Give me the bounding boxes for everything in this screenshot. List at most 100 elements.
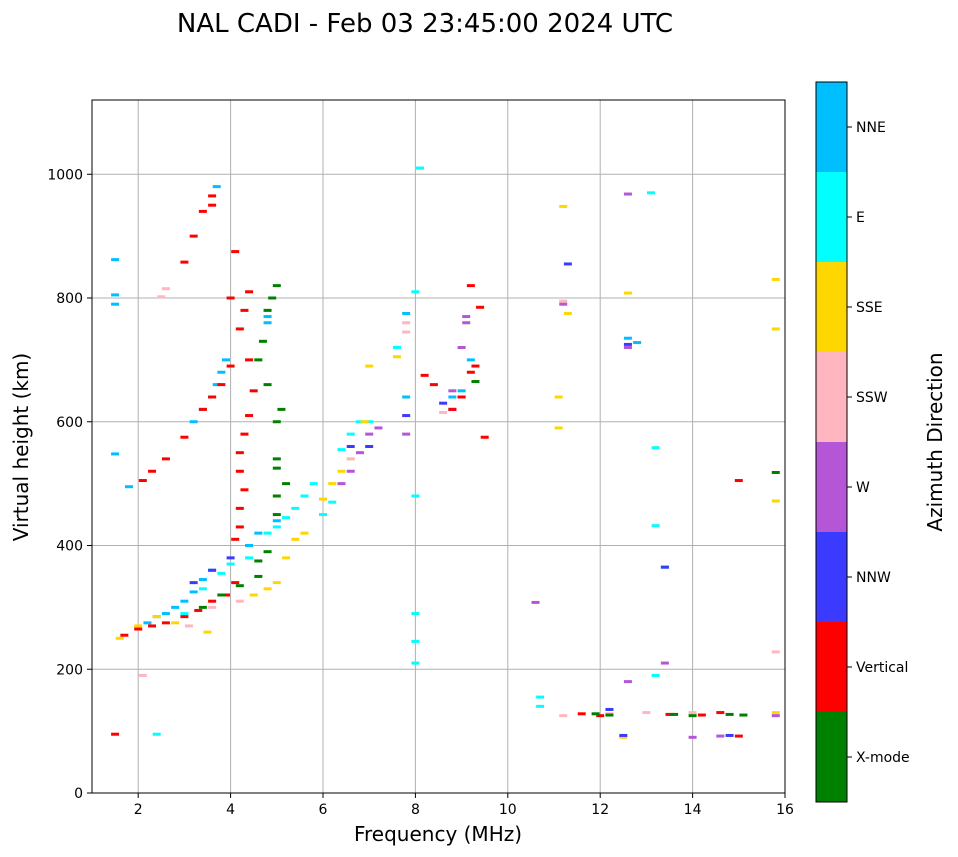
colorbar-tick-label: SSW [856, 390, 888, 406]
data-point [180, 612, 189, 616]
data-point [355, 420, 364, 424]
data-point [457, 389, 466, 393]
data-point [402, 321, 411, 325]
data-point [235, 525, 244, 529]
data-point [411, 494, 420, 498]
data-point [642, 711, 651, 715]
data-point [208, 599, 217, 603]
colorbar-tick-label: NNE [856, 120, 886, 136]
series-ssw [138, 287, 780, 718]
x-tick-label: 14 [684, 802, 702, 818]
data-point [471, 380, 480, 384]
series-w [337, 192, 780, 739]
data-point [476, 305, 485, 309]
y-tick-label: 800 [56, 291, 83, 307]
data-point [240, 432, 249, 436]
colorbar-tick-label: X-mode [856, 750, 910, 766]
data-point [217, 370, 226, 374]
plot-frame [91, 99, 786, 794]
x-axis-ticks: 2 4 6 8 10 12 14 16 [134, 793, 794, 818]
data-point [111, 452, 120, 456]
data-point [402, 311, 411, 315]
data-point [231, 537, 240, 541]
y-tick-label: 1000 [47, 167, 83, 183]
data-point [559, 299, 568, 303]
data-point [291, 506, 300, 510]
data-point [189, 234, 198, 238]
data-point [300, 494, 309, 498]
data-point [180, 260, 189, 264]
data-point [161, 612, 170, 616]
data-point [263, 550, 272, 554]
data-point [235, 451, 244, 455]
data-point [198, 587, 207, 591]
data-point [208, 194, 217, 198]
data-point [208, 568, 217, 572]
colorbar-tick-label: Vertical [856, 660, 908, 676]
data-point [235, 506, 244, 510]
x-tick-label: 12 [591, 802, 609, 818]
data-point [309, 482, 318, 486]
data-point [402, 330, 411, 334]
data-point [245, 414, 254, 418]
data-point [111, 302, 120, 306]
data-point [462, 321, 471, 325]
data-point [254, 358, 263, 362]
y-tick-label: 0 [74, 786, 83, 802]
x-tick-label: 2 [134, 802, 143, 818]
data-point [554, 426, 563, 430]
data-point [536, 704, 545, 708]
data-point [716, 711, 725, 715]
data-point [559, 204, 568, 208]
colorbar-segment [816, 442, 847, 532]
grid-lines [92, 100, 786, 794]
x-tick-label: 6 [319, 802, 328, 818]
data-point [263, 315, 272, 319]
data-point [355, 451, 364, 455]
data-point [115, 636, 124, 640]
colorbar-label: Azimuth Direction [923, 352, 947, 531]
series-e [152, 166, 660, 736]
data-point [208, 395, 217, 399]
data-point [268, 296, 277, 300]
x-tick-label: 8 [411, 802, 420, 818]
data-point [337, 448, 346, 452]
data-point [161, 287, 170, 291]
data-point [245, 290, 254, 294]
data-point [189, 581, 198, 585]
data-point [402, 432, 411, 436]
data-point [212, 185, 221, 189]
data-point [245, 358, 254, 362]
y-tick-label: 400 [56, 539, 83, 555]
data-point [688, 711, 697, 715]
data-point [337, 469, 346, 473]
data-point [319, 497, 327, 501]
data-point [623, 291, 632, 295]
data-point [263, 383, 272, 387]
data-point [536, 695, 545, 699]
data-point [217, 593, 226, 597]
data-point [263, 587, 272, 591]
data-point [226, 556, 235, 560]
data-point [439, 401, 448, 405]
data-point [111, 293, 120, 297]
data-point [346, 445, 355, 448]
colorbar-segment [816, 532, 847, 622]
data-point [577, 712, 586, 716]
data-point [670, 712, 679, 716]
data-point [623, 336, 632, 340]
data-point [152, 732, 161, 736]
y-axis-ticks: 0 200 400 600 800 1000 [47, 167, 92, 802]
data-point [231, 250, 240, 254]
data-point [272, 494, 281, 498]
data-point [171, 621, 180, 625]
data-point [245, 556, 254, 560]
data-point [300, 531, 309, 535]
data-point [240, 308, 249, 312]
data-point [619, 733, 628, 737]
data-point [171, 605, 180, 609]
x-axis-label: Frequency (MHz) [354, 822, 522, 846]
data-point [365, 445, 374, 448]
data-point [194, 608, 203, 612]
